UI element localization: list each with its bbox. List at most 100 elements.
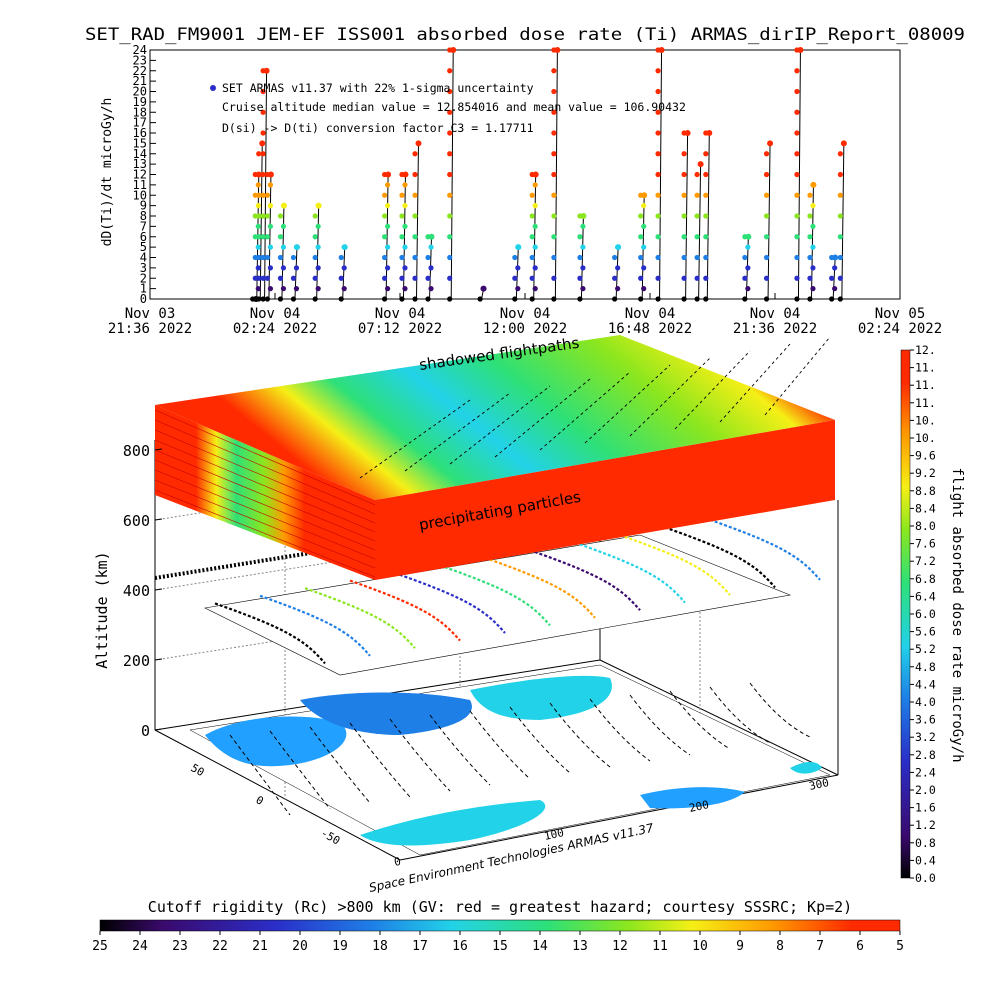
dose-trace <box>316 205 320 300</box>
dose-point <box>763 254 770 261</box>
alt-tick-label: 0 <box>141 722 150 740</box>
top-chart-points <box>250 47 847 302</box>
right-cb-tick-label: 1.2 <box>915 818 936 832</box>
dose-point <box>341 286 347 292</box>
dose-point <box>260 171 266 178</box>
dose-trace <box>342 247 346 300</box>
dose-point <box>260 109 266 115</box>
figure-title: SET_RAD_FM9001 JEM-EF ISS001 absorbed do… <box>85 25 965 45</box>
dose-point <box>694 275 700 281</box>
dose-point <box>382 254 388 261</box>
slab-track <box>404 392 511 472</box>
dose-point <box>428 286 434 292</box>
dose-point <box>425 275 431 281</box>
dose-point <box>807 234 813 240</box>
dose-point <box>264 213 271 219</box>
dose-point <box>312 213 318 219</box>
right-cb-tick-label: 6.4 <box>915 589 936 603</box>
dose-point <box>794 109 800 115</box>
dose-point <box>277 254 284 261</box>
lat-tick-label: -50 <box>319 826 343 847</box>
dose-point <box>794 275 800 281</box>
dose-point <box>512 296 518 302</box>
slab-stripe <box>154 419 376 515</box>
dose-point <box>256 275 262 281</box>
alt-tick <box>154 448 163 451</box>
dose-point-peak <box>580 213 587 219</box>
dose-point-peak <box>840 140 847 147</box>
y-tick-label: 7 <box>140 219 147 233</box>
dose-point <box>681 213 687 219</box>
dose-point <box>551 109 557 115</box>
dose-point <box>385 244 391 250</box>
right-cb-tick-label: 0.8 <box>915 836 936 850</box>
dose-trace <box>767 143 771 300</box>
legend-line-2: Cruise altitude median value = 12.854016… <box>222 100 686 114</box>
dose-point-peak <box>697 161 704 168</box>
dose-point <box>280 286 287 292</box>
dose-point <box>837 275 843 281</box>
dose-point <box>447 213 453 219</box>
dose-point <box>255 223 261 229</box>
dose-point <box>315 265 321 271</box>
x-tick-date: Nov 05 <box>875 306 926 322</box>
right-cb-tick-label: 2.4 <box>915 765 936 779</box>
slab-track <box>584 364 671 444</box>
dose-point <box>385 265 391 271</box>
bottom-cb-tick-label: 13 <box>572 939 588 954</box>
dose-point <box>703 296 709 302</box>
right-cb-tick-label: 10. <box>915 413 936 427</box>
dose-point <box>399 296 405 302</box>
dose-point <box>382 213 388 219</box>
dose-point <box>551 234 557 240</box>
right-cb-tick-label: 11. <box>915 396 936 410</box>
dose-point <box>338 254 344 261</box>
altitude-axis: 0 200 400 600 800 <box>123 442 163 740</box>
legend-marker <box>210 85 216 91</box>
right-colorbar-label: flight absorbed dose rate microGy/h <box>949 467 965 762</box>
dose-point <box>267 223 274 229</box>
dose-point-peak <box>402 171 409 178</box>
dose-point <box>264 254 271 261</box>
dose-point <box>256 151 262 157</box>
dose-point <box>837 151 843 157</box>
dose-trace <box>264 70 268 300</box>
alt-tick-label: 200 <box>123 652 150 670</box>
dose-point-peak <box>515 244 522 251</box>
dose-point-peak <box>810 181 817 188</box>
dose-point <box>477 296 483 302</box>
dose-point-peak <box>280 202 287 209</box>
right-cb-tick-label: 8.4 <box>915 501 936 515</box>
dose-point <box>551 275 557 281</box>
dose-point <box>515 265 521 271</box>
slab-stripe <box>154 489 376 578</box>
dose-trace <box>615 247 619 300</box>
dose-point <box>256 254 262 261</box>
y-tick-label: 23 <box>133 53 147 67</box>
dose-point <box>745 265 751 271</box>
floor-track <box>749 682 811 738</box>
top-chart-legend: SET ARMAS v11.37 with 22% 1-sigma uncert… <box>210 81 686 135</box>
dose-point <box>529 254 535 261</box>
dose-point-peak <box>658 47 665 53</box>
dose-point <box>837 296 843 302</box>
dose-point <box>577 275 583 281</box>
dose-point <box>794 88 800 95</box>
dose-point <box>447 171 453 178</box>
dose-point <box>551 68 557 74</box>
dose-trace <box>259 143 263 300</box>
dose-point-peak <box>293 244 300 251</box>
dose-point <box>264 275 271 281</box>
dose-point <box>681 151 687 157</box>
floor-track <box>429 714 491 786</box>
lat-tick-label: 0 <box>254 793 266 808</box>
dose-point-peak <box>615 244 622 251</box>
bottom-cb-tick-label: 14 <box>532 939 548 954</box>
slab-track <box>494 378 591 458</box>
dose-point <box>447 88 453 95</box>
dose-point <box>655 296 661 302</box>
y-tick-label: 14 <box>133 147 147 161</box>
dose-point <box>745 244 751 250</box>
dose-point-peak <box>428 233 435 240</box>
dose-point <box>402 244 408 250</box>
